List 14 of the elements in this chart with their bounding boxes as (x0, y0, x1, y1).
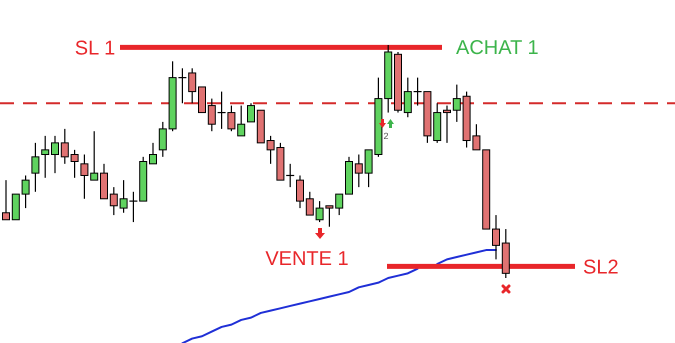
annotation: ACHAT 1 (456, 37, 539, 59)
ref-line-label: SL2 (583, 256, 619, 278)
candlestick (51, 135, 59, 174)
annotation: 2 (383, 131, 389, 141)
annotation: VENTE 1 (265, 248, 349, 270)
candlestick (296, 174, 304, 209)
candlestick (492, 214, 500, 260)
candlestick (149, 142, 157, 164)
candlestick (31, 142, 40, 192)
ref-line-label: SL 1 (74, 37, 116, 60)
candlestick (2, 180, 10, 220)
candlestick (247, 102, 255, 122)
candlestick (443, 104, 451, 144)
candlestick (41, 135, 50, 178)
